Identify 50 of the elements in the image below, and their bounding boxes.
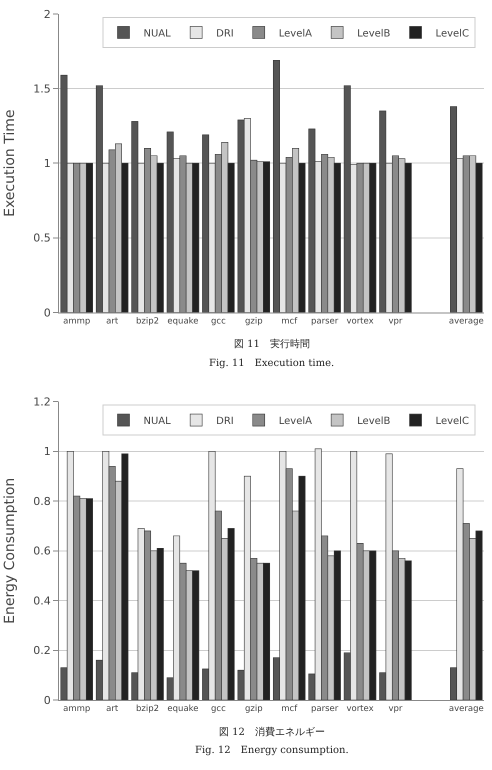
y-tick-label: 0.5 xyxy=(33,232,51,245)
x-tick-label: equake xyxy=(167,704,198,714)
x-tick-label: parser xyxy=(310,316,339,327)
x-tick-label: equake xyxy=(167,316,198,327)
x-tick-label: art xyxy=(106,316,119,327)
x-tick-label: gzip xyxy=(244,704,263,714)
y-tick-label: 1 xyxy=(44,445,51,458)
y-tick-label: 2 xyxy=(44,8,51,21)
legend-label: LevelC xyxy=(436,416,469,427)
y-tick-label: 0 xyxy=(44,306,51,320)
x-tick-label: gcc xyxy=(211,704,226,714)
y-axis-title: Energy Consumption xyxy=(2,478,18,624)
x-tick-label: ammp xyxy=(63,704,90,714)
y-tick-label: 0 xyxy=(44,694,51,707)
y-tick-label: 0.8 xyxy=(33,494,51,508)
x-tick-label: vpr xyxy=(388,704,403,714)
y-tick-label: 0.2 xyxy=(33,644,51,658)
x-tick-label: ammp xyxy=(63,316,90,327)
legend-label: LevelC xyxy=(436,28,469,40)
x-tick-label: parser xyxy=(310,704,339,714)
y-tick-label: 0.4 xyxy=(33,594,51,608)
x-tick-label: gcc xyxy=(211,316,226,327)
x-tick-label: vortex xyxy=(346,704,374,714)
legend-label: NUAL xyxy=(144,416,172,427)
legend-label: LevelA xyxy=(278,28,312,40)
caption: 図 12 消費エネルギー xyxy=(219,726,325,738)
legend-label: NUAL xyxy=(144,28,172,40)
caption: Fig. 12 Energy consumption. xyxy=(195,745,349,756)
legend-label: DRI xyxy=(216,416,234,427)
x-tick-label: average xyxy=(448,316,484,327)
caption: 図 11 実行時間 xyxy=(234,338,310,350)
legend-label: DRI xyxy=(216,28,234,40)
x-tick-label: bzip2 xyxy=(136,704,160,714)
x-tick-label: bzip2 xyxy=(136,316,160,327)
legend-label: LevelA xyxy=(278,416,312,427)
x-tick-label: art xyxy=(106,704,119,714)
y-tick-label: 1 xyxy=(44,157,51,170)
legend-label: LevelB xyxy=(357,416,391,427)
x-tick-label: vortex xyxy=(346,316,374,327)
y-axis-title: Execution Time xyxy=(2,109,18,217)
x-tick-label: gzip xyxy=(244,316,263,327)
legend-label: LevelB xyxy=(357,28,391,40)
x-tick-label: mcf xyxy=(281,704,298,714)
y-tick-label: 1.2 xyxy=(33,395,51,408)
y-tick-label: 0.6 xyxy=(33,544,51,558)
x-tick-label: mcf xyxy=(281,316,298,327)
caption: Fig. 11 Execution time. xyxy=(209,358,334,369)
x-tick-label: vpr xyxy=(388,316,403,327)
x-tick-label: average xyxy=(448,704,484,714)
y-tick-label: 1.5 xyxy=(33,82,51,96)
